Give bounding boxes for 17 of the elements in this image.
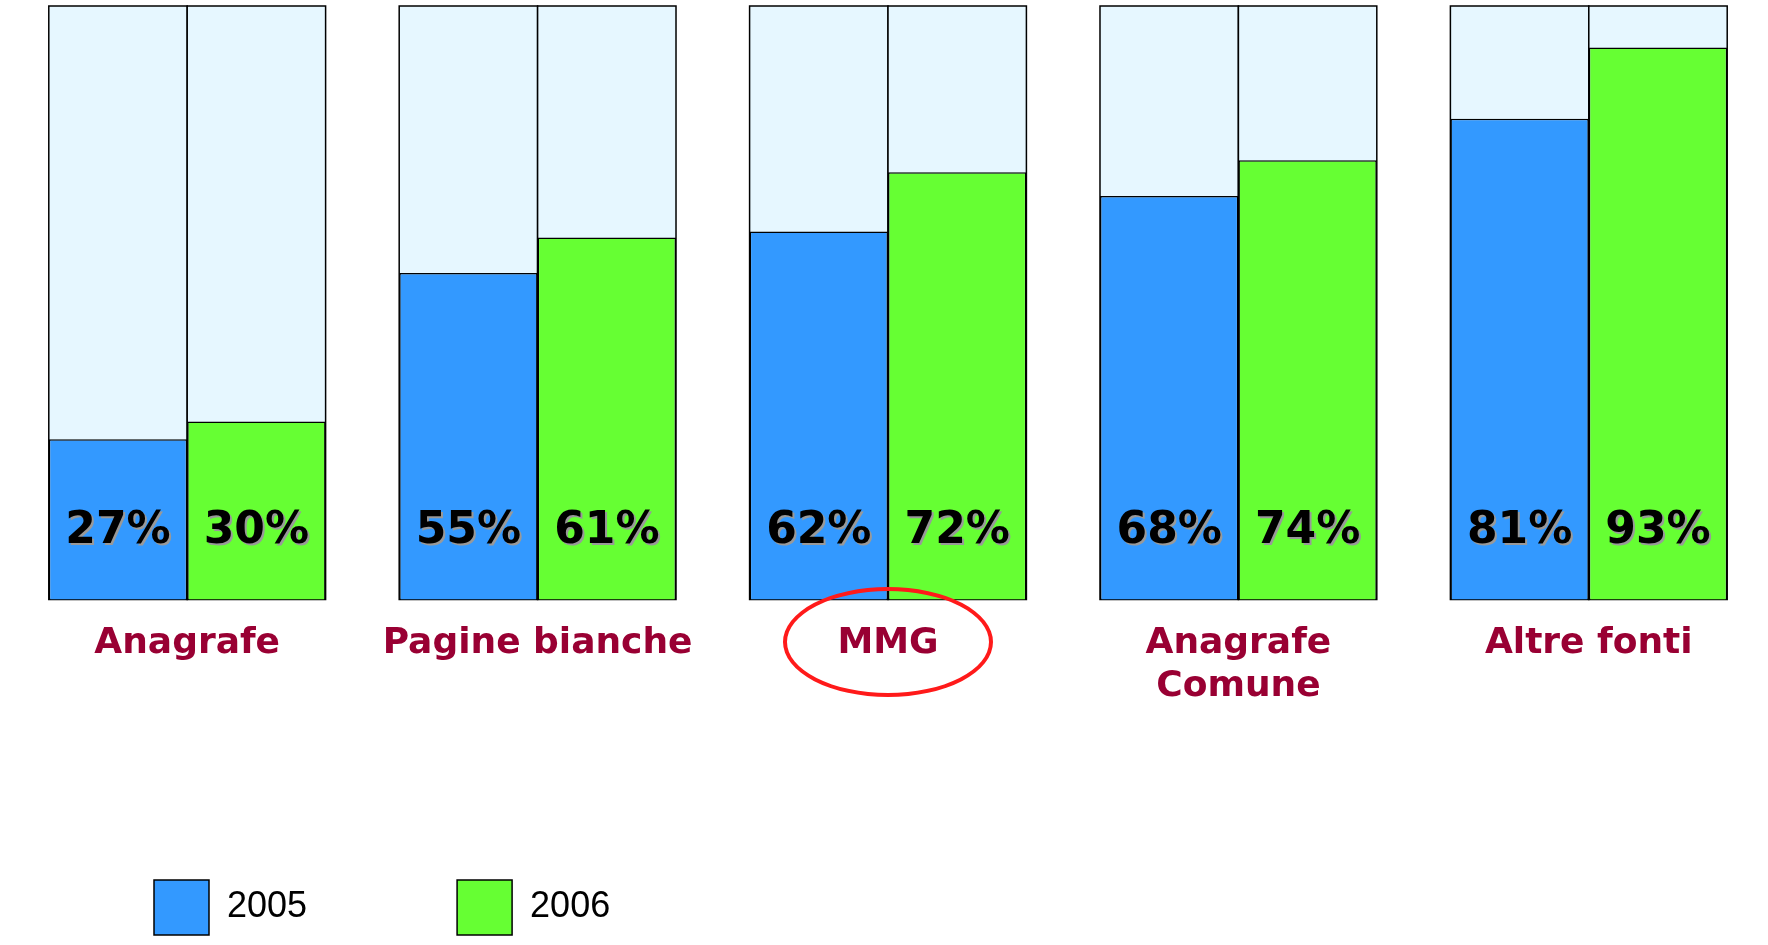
- legend-label: 2005: [227, 884, 308, 926]
- x-tick-label: Altre fonti: [1484, 619, 1693, 661]
- data-label: 68%: [1116, 502, 1222, 554]
- data-label: 74%: [1254, 502, 1361, 554]
- legend-label: 2006: [530, 884, 611, 926]
- data-label: 93%: [1605, 502, 1711, 554]
- x-tick-label: Pagine bianche: [382, 619, 693, 661]
- data-label: 62%: [766, 502, 872, 554]
- x-tick-label: MMG: [837, 619, 939, 661]
- data-label: 72%: [904, 502, 1010, 554]
- x-tick-label: Anagrafe: [94, 619, 281, 661]
- data-label: 27%: [65, 502, 171, 554]
- data-label: 30%: [203, 502, 310, 554]
- data-label: 55%: [415, 502, 522, 554]
- data-label: 61%: [554, 502, 660, 554]
- x-tick-label: Anagrafe Comune: [1145, 619, 1332, 704]
- data-label: 81%: [1466, 502, 1573, 554]
